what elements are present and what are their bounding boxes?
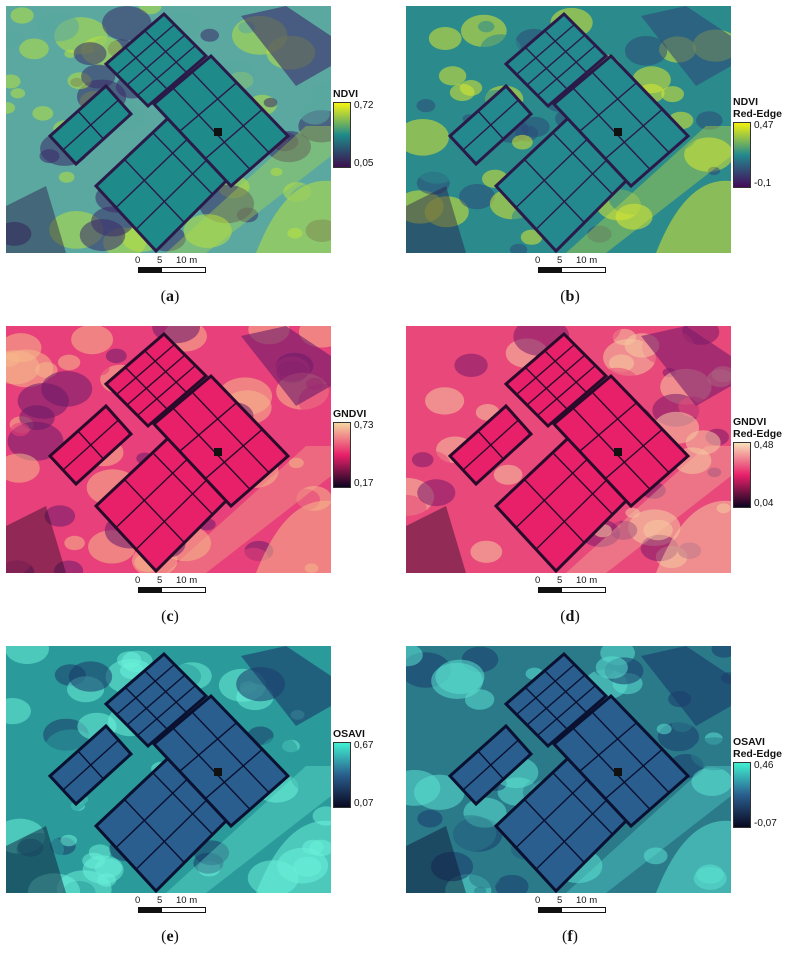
caption-label: f bbox=[567, 928, 573, 945]
colorbar-max: 0,46 bbox=[754, 760, 774, 771]
colorbar bbox=[333, 102, 351, 168]
legend-title-line1: NDVI bbox=[733, 96, 759, 108]
scale-label-5: 5 bbox=[157, 575, 163, 586]
colorbar-min: -0,1 bbox=[754, 178, 772, 189]
colorbar-max: 0,48 bbox=[754, 440, 774, 451]
map-image bbox=[6, 6, 331, 253]
caption-label: a bbox=[166, 288, 174, 305]
map-image bbox=[406, 326, 731, 573]
scale-label-0: 0 bbox=[535, 895, 541, 906]
colorbar-legend: GNDVI 0,73 0,17 bbox=[333, 408, 393, 489]
panel-b: NDVI Red-Edge 0,47 -0,1 0 5 10 m (b) bbox=[400, 0, 790, 320]
scale-bar-graphic bbox=[138, 267, 206, 273]
scale-bar-graphic bbox=[138, 587, 206, 593]
legend-title-line1: OSAVI bbox=[733, 736, 765, 748]
caption-label: b bbox=[565, 288, 575, 305]
panel-caption: (d) bbox=[560, 608, 580, 625]
panel-caption: (b) bbox=[560, 288, 580, 305]
legend-title: OSAVI bbox=[333, 728, 393, 740]
scale-bar: 0 5 10 m bbox=[532, 255, 642, 277]
legend-title: OSAVI Red-Edge bbox=[733, 736, 790, 760]
panel-caption: (a) bbox=[160, 288, 180, 305]
map-image bbox=[6, 646, 331, 893]
scale-label-10: 10 m bbox=[576, 575, 598, 586]
scale-bar: 0 5 10 m bbox=[132, 895, 242, 917]
scale-label-5: 5 bbox=[557, 255, 563, 266]
panel-f: OSAVI Red-Edge 0,46 -0,07 0 5 10 m (f) bbox=[400, 640, 790, 960]
scale-label-0: 0 bbox=[535, 575, 541, 586]
panel-caption: (c) bbox=[161, 608, 179, 625]
panel-d: GNDVI Red-Edge 0,48 0,04 0 5 10 m (d) bbox=[400, 320, 790, 640]
caption-label: e bbox=[166, 928, 174, 945]
scale-label-10: 10 m bbox=[176, 255, 198, 266]
scale-bar-graphic bbox=[538, 907, 606, 913]
caption-label: d bbox=[565, 608, 575, 625]
colorbar-max: 0,47 bbox=[754, 120, 774, 131]
colorbar-legend: NDVI Red-Edge 0,47 -0,1 bbox=[733, 96, 790, 189]
colorbar bbox=[733, 442, 751, 508]
colorbar bbox=[733, 122, 751, 188]
caption-label: c bbox=[166, 608, 174, 625]
legend-title-line1: GNDVI bbox=[333, 408, 367, 420]
scale-label-0: 0 bbox=[135, 575, 141, 586]
scale-label-10: 10 m bbox=[176, 575, 198, 586]
scale-label-0: 0 bbox=[535, 255, 541, 266]
map-image bbox=[406, 646, 731, 893]
legend-title-line2: Red-Edge bbox=[733, 108, 783, 120]
colorbar-max: 0,72 bbox=[354, 100, 374, 111]
colorbar bbox=[333, 422, 351, 488]
panel-caption: (e) bbox=[161, 928, 179, 945]
scale-bar: 0 5 10 m bbox=[132, 575, 242, 597]
legend-title: NDVI bbox=[333, 88, 393, 100]
legend-title: GNDVI Red-Edge bbox=[733, 416, 790, 440]
legend-title-line1: OSAVI bbox=[333, 728, 365, 740]
colorbar bbox=[733, 762, 751, 828]
colorbar-legend: OSAVI Red-Edge 0,46 -0,07 bbox=[733, 736, 790, 829]
colorbar-min: 0,04 bbox=[754, 498, 774, 509]
scale-label-5: 5 bbox=[557, 575, 563, 586]
colorbar-min: 0,05 bbox=[354, 158, 374, 169]
scale-bar: 0 5 10 m bbox=[532, 895, 642, 917]
legend-title-line2: Red-Edge bbox=[733, 748, 783, 760]
colorbar-legend: OSAVI 0,67 0,07 bbox=[333, 728, 393, 809]
colorbar-min: 0,07 bbox=[354, 798, 374, 809]
scale-label-5: 5 bbox=[157, 895, 163, 906]
colorbar-legend: NDVI 0,72 0,05 bbox=[333, 88, 393, 169]
colorbar-legend: GNDVI Red-Edge 0,48 0,04 bbox=[733, 416, 790, 509]
scale-label-0: 0 bbox=[135, 255, 141, 266]
panel-caption: (f) bbox=[562, 928, 578, 945]
scale-label-5: 5 bbox=[157, 255, 163, 266]
scale-bar: 0 5 10 m bbox=[132, 255, 242, 277]
scale-label-10: 10 m bbox=[576, 255, 598, 266]
scale-label-10: 10 m bbox=[576, 895, 598, 906]
scale-label-5: 5 bbox=[557, 895, 563, 906]
colorbar-min: 0,17 bbox=[354, 478, 374, 489]
legend-title-line2: Red-Edge bbox=[733, 428, 783, 440]
scale-label-0: 0 bbox=[135, 895, 141, 906]
colorbar-max: 0,73 bbox=[354, 420, 374, 431]
legend-title-line1: NDVI bbox=[333, 88, 359, 100]
scale-bar: 0 5 10 m bbox=[532, 575, 642, 597]
colorbar-min: -0,07 bbox=[754, 818, 777, 829]
scale-label-10: 10 m bbox=[176, 895, 198, 906]
panel-e: OSAVI 0,67 0,07 0 5 10 m (e) bbox=[0, 640, 395, 960]
colorbar bbox=[333, 742, 351, 808]
legend-title: GNDVI bbox=[333, 408, 393, 420]
map-image bbox=[6, 326, 331, 573]
scale-bar-graphic bbox=[138, 907, 206, 913]
legend-title-line1: GNDVI bbox=[733, 416, 767, 428]
panel-a: NDVI 0,72 0,05 0 5 10 m (a) bbox=[0, 0, 395, 320]
colorbar-max: 0,67 bbox=[354, 740, 374, 751]
panel-c: GNDVI 0,73 0,17 0 5 10 m (c) bbox=[0, 320, 395, 640]
scale-bar-graphic bbox=[538, 587, 606, 593]
scale-bar-graphic bbox=[538, 267, 606, 273]
map-image bbox=[406, 6, 731, 253]
legend-title: NDVI Red-Edge bbox=[733, 96, 790, 120]
